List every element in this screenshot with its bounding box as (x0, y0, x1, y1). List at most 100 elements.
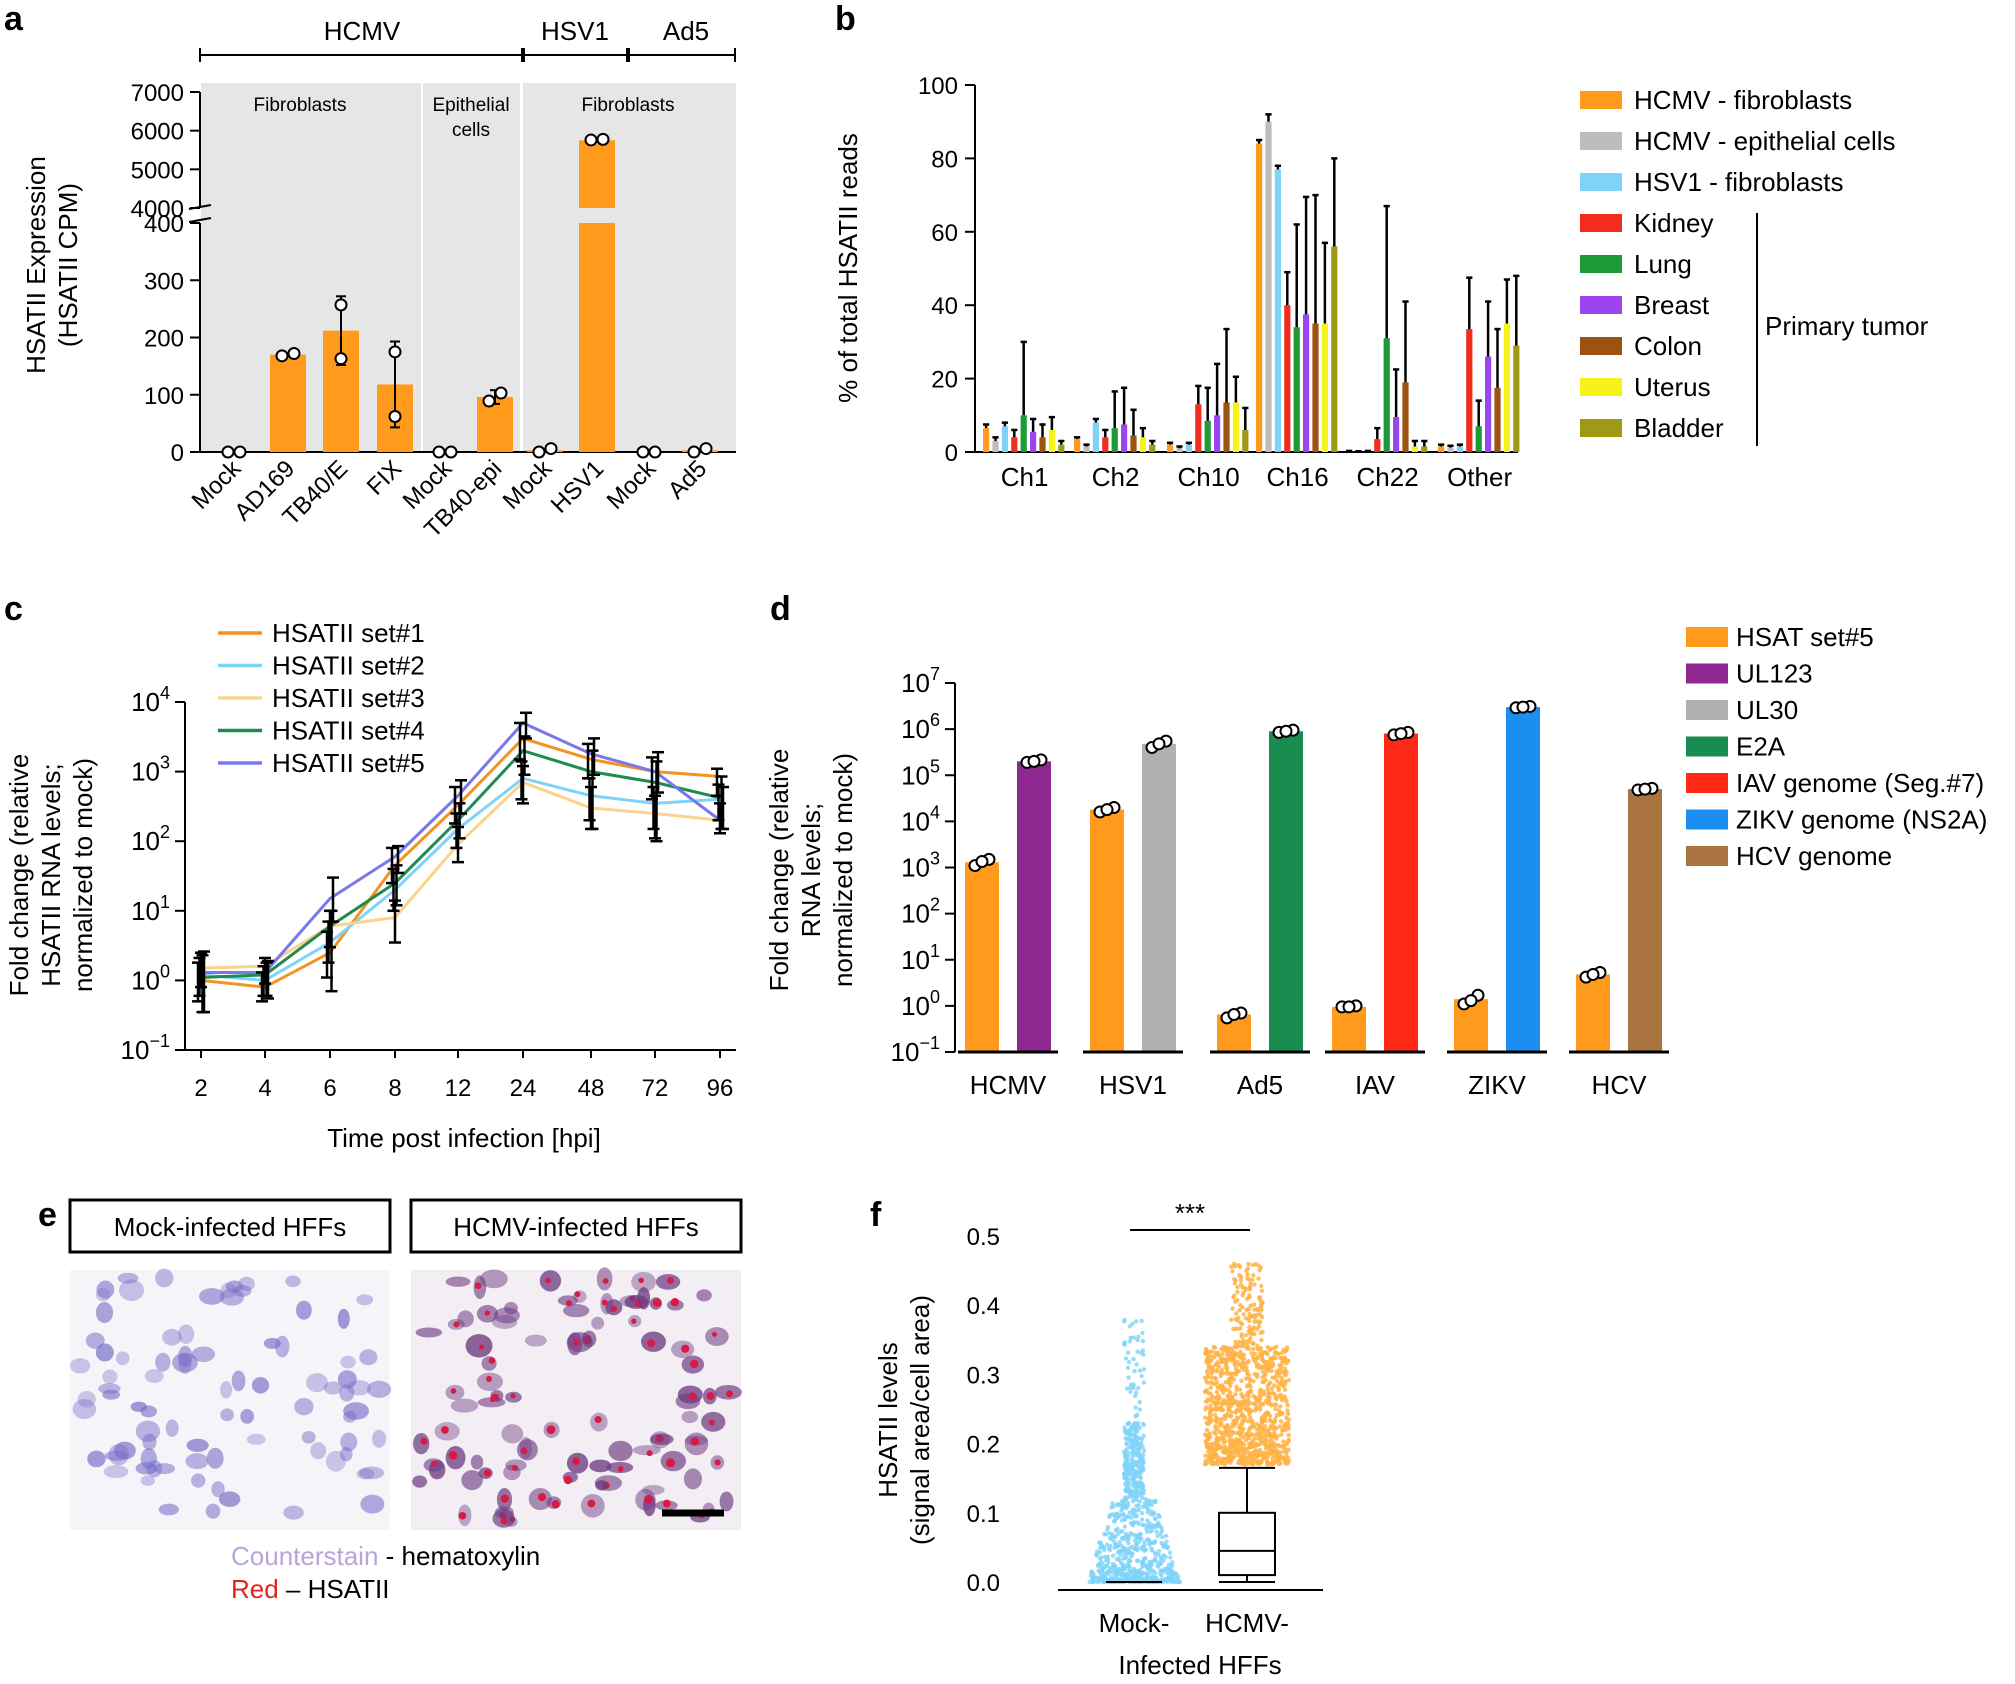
mock-point (1124, 1480, 1129, 1485)
hcmv-point (1230, 1444, 1235, 1449)
hcmv-point (1234, 1384, 1239, 1390)
hcmv-point (1273, 1350, 1278, 1355)
nucleus (337, 1370, 357, 1389)
hcmv-point (1208, 1385, 1214, 1390)
y-axis-label-1: HSATII levels (873, 1342, 903, 1498)
hcmv-point (1214, 1395, 1220, 1401)
mock-point (1115, 1526, 1120, 1532)
mock-point (1133, 1393, 1138, 1399)
legend-swatch (1580, 378, 1622, 396)
hcmv-point (1218, 1421, 1223, 1426)
hcmv-point (1234, 1387, 1239, 1393)
nucleus (95, 1343, 114, 1362)
nucleus (95, 1287, 111, 1302)
hsatii-signal (706, 1392, 715, 1400)
hcmv-point (1232, 1362, 1237, 1367)
bar-ch16-4 (1293, 327, 1300, 452)
mock-point (1123, 1356, 1129, 1361)
mock-point (1091, 1579, 1096, 1584)
mock-point (1139, 1559, 1144, 1565)
y-ticks: 0 20 40 60 80 100 (918, 73, 975, 467)
hcmv-point (1247, 1376, 1252, 1381)
legend-label: Uterus (1634, 372, 1711, 402)
nucleus (494, 1307, 520, 1324)
hcmv-point (1268, 1444, 1273, 1449)
nucleus (87, 1450, 106, 1468)
hsatii-signal (572, 1457, 580, 1465)
hcmv-point (1270, 1356, 1275, 1362)
hcmv-point (1266, 1390, 1271, 1396)
hsatii-signal (601, 1299, 608, 1306)
hsatii-signal (510, 1393, 516, 1399)
nucleus (501, 1424, 524, 1444)
mock-point (1135, 1412, 1140, 1418)
hcmv-point (1252, 1282, 1257, 1287)
y-tick-label-base: 10 (891, 1037, 920, 1067)
nucleus (461, 1470, 483, 1491)
nucleus (696, 1289, 712, 1302)
legend-label: Colon (1634, 331, 1702, 361)
mock-point (1121, 1556, 1126, 1561)
hcmv-point (1245, 1446, 1250, 1451)
hcmv-point (1255, 1343, 1260, 1348)
nucleus (295, 1300, 312, 1320)
mock-point (1122, 1566, 1127, 1571)
hcmv-point (1237, 1264, 1243, 1270)
mock-point (1150, 1540, 1155, 1545)
mock-point (1125, 1350, 1131, 1355)
bar-ch22-7 (1411, 446, 1418, 452)
nucleus (108, 1443, 129, 1466)
box-iqr (1218, 1511, 1276, 1577)
hcmv-point (1213, 1451, 1218, 1456)
hcmv-point (1286, 1377, 1291, 1383)
nucleus (117, 1272, 139, 1284)
hcmv-point (1240, 1435, 1246, 1440)
mock-point (1140, 1330, 1145, 1336)
significance-stars: *** (1175, 1198, 1205, 1228)
y-axis-label-3: normalized to mock) (828, 753, 858, 987)
mock-point (1098, 1555, 1104, 1560)
hsatii-signal (486, 1375, 493, 1382)
hcmv-point (1245, 1433, 1250, 1439)
mock-point (1141, 1488, 1146, 1493)
bar-hsat-set-5 (1332, 1006, 1366, 1052)
mock-point (1110, 1553, 1116, 1558)
nucleus (220, 1381, 233, 1399)
y-tick-label: 0 (945, 440, 958, 467)
x-tick-label-other: Other (1447, 462, 1512, 492)
y-axis-label-3: normalized to mock) (68, 758, 98, 992)
mock-point (1106, 1560, 1111, 1565)
hcmv-point (1226, 1434, 1231, 1439)
mock-point (1139, 1511, 1145, 1516)
bar-ch2-8 (1149, 444, 1156, 452)
hsatii-signal (610, 1305, 618, 1313)
mock-point (1114, 1511, 1120, 1516)
nucleus (190, 1473, 206, 1488)
y-tick-label-exp: 5 (930, 756, 940, 776)
mock-point (1148, 1563, 1153, 1568)
bar-ch22-6 (1402, 382, 1409, 452)
hcmv-point (1205, 1399, 1210, 1404)
mock-point (1127, 1324, 1133, 1329)
hcmv-point (1208, 1443, 1213, 1449)
nucleus (294, 1397, 314, 1416)
hcmv-point (1249, 1350, 1254, 1356)
panel-label-f: f (870, 1196, 882, 1234)
hcmv-point (1213, 1431, 1218, 1436)
mock-point (1135, 1442, 1140, 1448)
mock-point (1114, 1572, 1120, 1577)
mock-point (1125, 1471, 1130, 1476)
hsatii-signal (474, 1282, 482, 1289)
bar-hsat-set-5 (965, 862, 999, 1052)
bar-ch2-4 (1111, 428, 1118, 452)
hcmv-point (1241, 1312, 1246, 1317)
hcmv-point (1264, 1437, 1269, 1443)
mock-point (1126, 1537, 1131, 1542)
mock-point (1095, 1576, 1100, 1582)
mock-point (1156, 1560, 1161, 1565)
hcmv-point (1223, 1439, 1228, 1444)
mock-point (1175, 1574, 1181, 1579)
bar-ch22-4 (1383, 338, 1390, 452)
panel-label-b: b (835, 0, 856, 38)
mock-point (1153, 1551, 1158, 1557)
